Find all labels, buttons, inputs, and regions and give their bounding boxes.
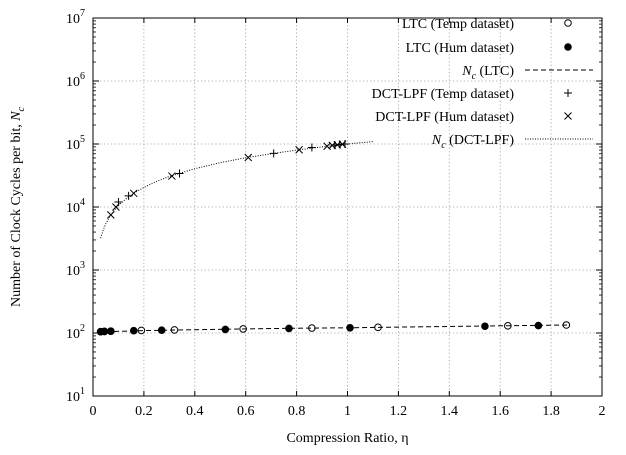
legend-marker (564, 112, 572, 120)
y-tick-label: 104 (66, 197, 85, 216)
legend: LTC (Temp dataset) LTC (Hum dataset) Nc (L… (372, 17, 593, 151)
legend-marker (564, 19, 572, 27)
series-line (98, 324, 569, 333)
series-5 (100, 141, 374, 239)
x-tick-label: 0 (90, 404, 97, 419)
data-point (269, 149, 278, 158)
legend-label: DCT-LPF (Hum dataset) (375, 110, 514, 125)
x-tick-label: 2 (599, 404, 606, 419)
series-3 (114, 140, 349, 207)
data-point (168, 172, 176, 180)
data-point (129, 189, 138, 198)
y-tick-label: 106 (66, 71, 85, 90)
legend-marker (564, 43, 572, 51)
legend-marker (564, 89, 572, 97)
x-axis-label: Compression Ratio, η (286, 431, 408, 446)
x-tick-label: 0.2 (135, 404, 153, 419)
y-tick-label: 102 (66, 323, 85, 342)
series-line (100, 141, 374, 239)
x-tick-label: 0.8 (288, 404, 306, 419)
y-axis-label: Number of Clock Cycles per bit, Nc (9, 106, 27, 307)
legend-label: LTC (Temp dataset) (402, 17, 514, 32)
x-tick-label: 1 (344, 404, 351, 419)
legend-label: Nc (LTC) (461, 64, 514, 82)
x-tick-label: 1.2 (390, 404, 408, 419)
data-layer (96, 140, 571, 336)
grid (93, 18, 602, 396)
series-2 (98, 324, 569, 333)
y-tick-label: 107 (66, 8, 85, 27)
y-tick-label: 103 (66, 260, 85, 279)
data-point (295, 145, 303, 154)
y-tick-label: 101 (66, 386, 85, 405)
legend-label: Nc (DCT-LPF) (431, 133, 514, 151)
x-tick-label: 1.6 (491, 404, 509, 419)
axis-ticks: 0 0.2 0.4 0.6 0.8 1 1.2 1.4 1.6 1.8 2 101 102 103 104 1… (66, 8, 606, 419)
legend-label: LTC (Hum dataset) (406, 41, 515, 56)
x-tick-label: 0.6 (237, 404, 255, 419)
legend-label: DCT-LPF (Temp dataset) (372, 87, 515, 102)
x-tick-label: 0.4 (186, 404, 204, 419)
y-tick-label: 105 (66, 134, 85, 153)
data-point (175, 169, 184, 178)
x-tick-label: 1.4 (441, 404, 459, 419)
data-point (112, 203, 120, 211)
x-tick-label: 1.8 (542, 404, 560, 419)
